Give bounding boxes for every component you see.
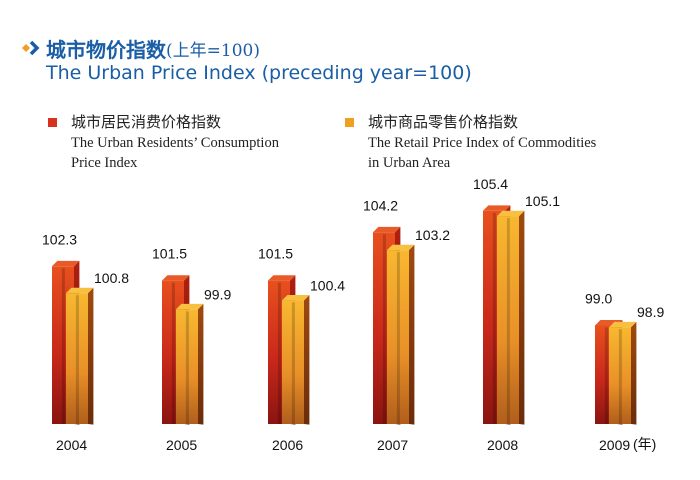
- bar-side: [304, 294, 310, 425]
- bar-top: [52, 260, 80, 267]
- bar-top: [162, 275, 190, 281]
- x-tick-label-2005: 2005: [166, 437, 197, 453]
- legend-en-1: The Retail Price Index of Commodities: [368, 135, 597, 151]
- bar-groove: [618, 329, 622, 424]
- legend-cn: 城市居民消费价格指数: [71, 113, 222, 131]
- bar-retail-2009: [609, 321, 637, 425]
- value-label-retail-2007: 103.2: [415, 227, 450, 243]
- value-label-consumption-2006: 101.5: [258, 246, 293, 262]
- bar-retail-2005: [176, 303, 204, 425]
- legend-item-retail: 城市商品零售价格指数 The Retail Price Index of Com…: [345, 112, 596, 173]
- bar-groove: [291, 302, 295, 424]
- bar-groove: [506, 218, 510, 424]
- value-label-retail-2009: 98.9: [637, 304, 664, 320]
- x-tick-label-2008: 2008: [487, 437, 518, 453]
- bar-groove: [492, 212, 496, 424]
- bar-groove: [171, 282, 175, 424]
- x-tick-label-2004: 2004: [56, 437, 87, 453]
- value-label-retail-2005: 99.9: [204, 286, 231, 302]
- value-label-consumption-2005: 101.5: [152, 246, 187, 262]
- value-label-retail-2006: 100.4: [310, 277, 345, 293]
- bar-groove: [382, 234, 386, 424]
- value-label-consumption-2004: 102.3: [42, 231, 77, 247]
- bar-side: [198, 303, 204, 425]
- bar-groove: [75, 295, 79, 424]
- title-chinese: 城市物价指数: [46, 37, 166, 62]
- bar-front: [66, 293, 88, 424]
- bar-top: [609, 321, 637, 328]
- title-english: The Urban Price Index (preceding year=10…: [46, 62, 472, 84]
- bar-retail-2006: [282, 294, 310, 425]
- bar-top: [497, 210, 525, 217]
- x-tick-label-2007: 2007: [377, 437, 408, 453]
- bar-front: [497, 216, 519, 424]
- x-tick-label-2006: 2006: [272, 437, 303, 453]
- legend-en-1: The Urban Residents’ Consumption: [71, 135, 279, 151]
- legend-swatch-orange: [345, 118, 354, 127]
- chevron-right-icon: [20, 39, 42, 57]
- bar-top: [268, 275, 296, 281]
- legend-item-consumption: 城市居民消费价格指数 The Urban Residents’ Consumpt…: [48, 112, 279, 173]
- value-label-consumption-2009: 99.0: [585, 290, 612, 306]
- bar-front: [176, 309, 198, 424]
- bar-top: [282, 294, 310, 301]
- bar-top: [387, 244, 415, 251]
- bar-top: [373, 226, 401, 233]
- value-label-retail-2008: 105.1: [525, 193, 560, 209]
- bar-retail-2004: [66, 287, 94, 425]
- legend-swatch-red: [48, 118, 57, 127]
- bar-side: [409, 244, 415, 425]
- bar-groove: [185, 311, 189, 424]
- bar-side: [88, 287, 94, 425]
- bar-groove: [604, 327, 608, 424]
- x-unit-label: (年): [633, 436, 656, 452]
- bar-top: [176, 303, 204, 310]
- value-label-retail-2004: 100.8: [94, 270, 129, 286]
- bar-groove: [61, 268, 65, 424]
- bar-retail-2008: [497, 210, 525, 425]
- bar-top: [66, 287, 94, 294]
- legend-en-2: in Urban Area: [368, 155, 451, 171]
- bar-front: [387, 250, 409, 424]
- bar-top: [483, 205, 511, 211]
- bar-front: [282, 300, 304, 424]
- value-label-consumption-2008: 105.4: [473, 176, 508, 192]
- bar-groove: [277, 282, 281, 424]
- value-label-consumption-2007: 104.2: [363, 197, 398, 213]
- bar-side: [519, 210, 525, 425]
- bar-front: [609, 327, 631, 424]
- bar-side: [631, 321, 637, 425]
- legend-en-2: Price Index: [71, 155, 138, 171]
- x-tick-label-2009: 2009: [599, 437, 630, 453]
- bar-groove: [396, 252, 400, 424]
- title-block: 城市物价指数 (上年=100) The Urban Price Index (p…: [20, 36, 472, 84]
- legend-cn: 城市商品零售价格指数: [368, 113, 519, 131]
- bar-retail-2007: [387, 244, 415, 425]
- title-chinese-suffix: (上年=100): [166, 40, 260, 61]
